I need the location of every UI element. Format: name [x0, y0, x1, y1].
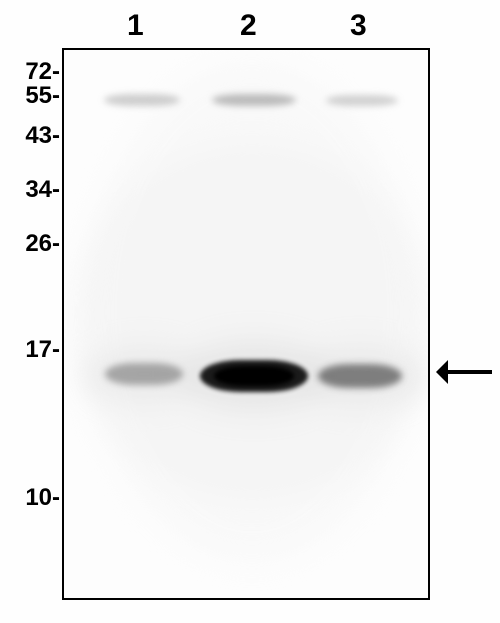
arrow-head-icon	[436, 360, 448, 384]
target-band-arrow	[0, 0, 500, 623]
arrow-shaft	[446, 370, 492, 374]
